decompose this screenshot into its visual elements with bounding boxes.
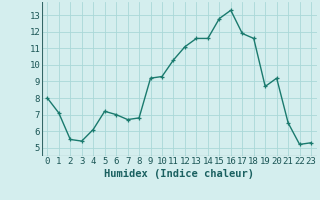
X-axis label: Humidex (Indice chaleur): Humidex (Indice chaleur) — [104, 169, 254, 179]
